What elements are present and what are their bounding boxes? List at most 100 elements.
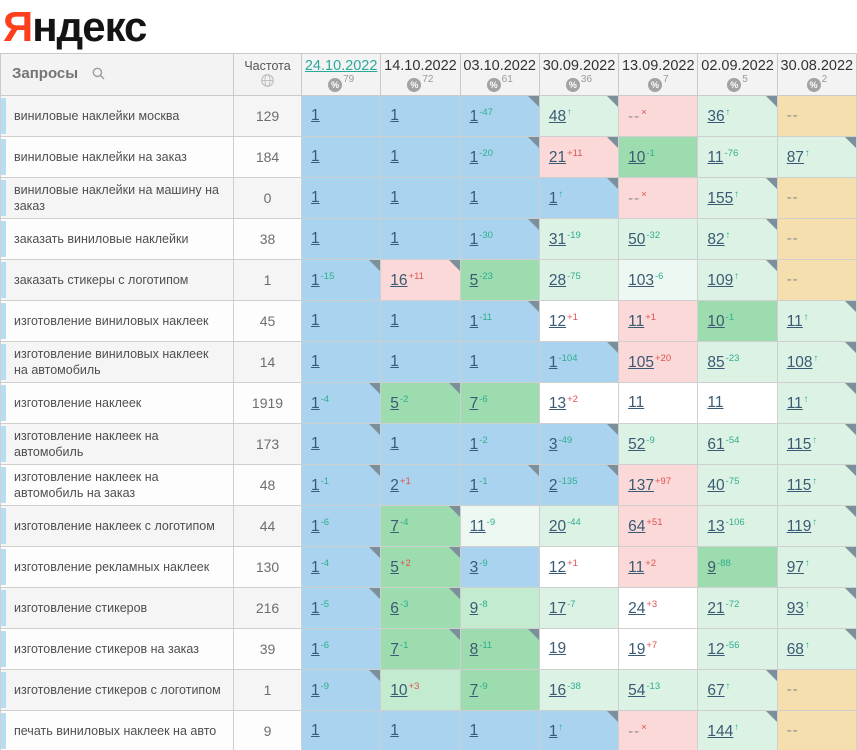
position-link[interactable]: 10	[707, 312, 725, 330]
query-cell[interactable]: виниловые наклейки на машину на заказ	[0, 177, 234, 219]
position-link[interactable]: 85	[707, 353, 725, 371]
query-cell[interactable]: изготовление стикеров на заказ	[0, 628, 234, 670]
position-link[interactable]: 137	[628, 476, 654, 494]
position-link[interactable]: 11	[707, 148, 724, 166]
queries-column-header[interactable]: Запросы	[0, 53, 234, 96]
position-link[interactable]: 93	[786, 599, 804, 617]
position-link[interactable]: 36	[707, 107, 725, 125]
position-link[interactable]: 1	[311, 476, 320, 494]
position-link[interactable]: 144	[707, 722, 734, 740]
date-link[interactable]: 24.10.2022	[304, 57, 378, 74]
date-column-header-14.10.2022[interactable]: 14.10.2022% 72	[380, 53, 461, 96]
position-link[interactable]: 1	[469, 476, 479, 494]
position-link[interactable]: 1	[311, 435, 320, 452]
position-link[interactable]: 1	[548, 722, 558, 740]
position-link[interactable]: 1	[469, 435, 479, 453]
position-link[interactable]: 64	[628, 517, 646, 535]
position-link[interactable]: 16	[390, 271, 408, 289]
position-link[interactable]: 1	[390, 722, 399, 739]
position-link[interactable]: 1	[311, 599, 320, 617]
position-link[interactable]: 11	[628, 312, 645, 330]
date-column-header-24.10.2022[interactable]: 24.10.2022% 79	[300, 53, 382, 96]
position-link[interactable]: 20	[548, 517, 567, 535]
position-link[interactable]: 1	[469, 189, 479, 206]
position-link[interactable]: 119	[786, 517, 812, 535]
position-link[interactable]: 1	[469, 312, 479, 330]
position-link[interactable]: 10	[628, 148, 646, 166]
position-link[interactable]: 1	[311, 394, 320, 412]
position-link[interactable]: 115	[786, 476, 812, 494]
position-link[interactable]: 105	[628, 353, 654, 371]
position-link[interactable]: 1	[311, 558, 320, 576]
query-cell[interactable]: заказать стикеры с логотипом	[0, 259, 234, 301]
date-column-header-03.10.2022[interactable]: 03.10.2022% 61	[459, 53, 540, 96]
position-link[interactable]: 21	[707, 599, 725, 617]
position-link[interactable]: 52	[628, 435, 646, 453]
query-cell[interactable]: изготовление виниловых наклеек	[0, 300, 234, 342]
position-link[interactable]: 1	[390, 189, 399, 206]
position-link[interactable]: 7	[390, 640, 399, 658]
position-link[interactable]: 1	[469, 230, 479, 248]
position-link[interactable]: 11	[628, 558, 645, 576]
position-link[interactable]: 12	[548, 558, 567, 576]
position-link[interactable]: 61	[707, 435, 725, 453]
position-link[interactable]: 1	[311, 517, 320, 535]
date-link[interactable]: 13.09.2022	[621, 57, 695, 74]
position-link[interactable]: 21	[548, 148, 567, 166]
date-link[interactable]: 02.09.2022	[701, 57, 774, 74]
query-cell[interactable]: заказать виниловые наклейки	[0, 218, 234, 260]
position-link[interactable]: 155	[707, 189, 734, 207]
date-column-header-02.09.2022[interactable]: 02.09.2022% 5	[697, 53, 778, 96]
position-link[interactable]: 3	[548, 435, 558, 453]
position-link[interactable]: 13	[548, 394, 567, 412]
position-link[interactable]: 13	[707, 517, 725, 535]
date-link[interactable]: 03.10.2022	[463, 57, 536, 74]
query-cell[interactable]: виниловые наклейки на заказ	[0, 136, 234, 178]
position-link[interactable]: 12	[548, 312, 567, 330]
position-link[interactable]: 2	[548, 476, 558, 494]
position-link[interactable]: 1	[469, 107, 479, 125]
frequency-column-header[interactable]: Частота	[233, 53, 302, 96]
position-link[interactable]: 1	[311, 640, 320, 658]
position-link[interactable]: 115	[786, 435, 812, 453]
position-link[interactable]: 11	[707, 394, 724, 411]
position-link[interactable]: 97	[786, 558, 804, 576]
position-link[interactable]: 24	[628, 599, 646, 617]
position-link[interactable]: 1	[311, 681, 320, 699]
position-link[interactable]: 5	[390, 394, 399, 412]
position-link[interactable]: 1	[390, 107, 399, 124]
search-icon[interactable]	[92, 67, 105, 84]
date-link[interactable]: 30.09.2022	[542, 57, 616, 74]
position-link[interactable]: 40	[707, 476, 725, 494]
position-link[interactable]: 82	[707, 230, 725, 248]
position-link[interactable]: 87	[786, 148, 804, 166]
query-cell[interactable]: изготовление стикеров	[0, 587, 234, 629]
position-link[interactable]: 1	[311, 107, 320, 124]
position-link[interactable]: 7	[390, 517, 399, 535]
query-cell[interactable]: изготовление виниловых наклеек на автомо…	[0, 341, 234, 383]
position-link[interactable]: 5	[469, 271, 479, 289]
position-link[interactable]: 10	[390, 681, 408, 699]
position-link[interactable]: 1	[469, 148, 479, 166]
position-link[interactable]: 1	[469, 353, 479, 370]
position-link[interactable]: 108	[786, 353, 813, 371]
position-link[interactable]: 6	[390, 599, 399, 617]
position-link[interactable]: 17	[548, 599, 567, 617]
position-link[interactable]: 28	[548, 271, 567, 289]
position-link[interactable]: 103	[628, 271, 654, 289]
position-link[interactable]: 19	[548, 640, 567, 657]
position-link[interactable]: 1	[390, 353, 399, 370]
position-link[interactable]: 1	[390, 148, 399, 165]
position-link[interactable]: 31	[548, 230, 567, 248]
position-link[interactable]: 54	[628, 681, 646, 699]
date-column-header-30.09.2022[interactable]: 30.09.2022% 36	[538, 53, 620, 96]
query-cell[interactable]: печать виниловых наклеек на авто	[0, 710, 234, 750]
position-link[interactable]: 16	[548, 681, 567, 699]
position-link[interactable]: 67	[707, 681, 725, 699]
date-column-header-30.08.2022[interactable]: 30.08.2022% 2	[776, 53, 857, 96]
position-link[interactable]: 12	[707, 640, 725, 658]
position-link[interactable]: 8	[469, 640, 479, 658]
position-link[interactable]: 1	[311, 230, 320, 247]
date-link[interactable]: 14.10.2022	[384, 57, 457, 74]
